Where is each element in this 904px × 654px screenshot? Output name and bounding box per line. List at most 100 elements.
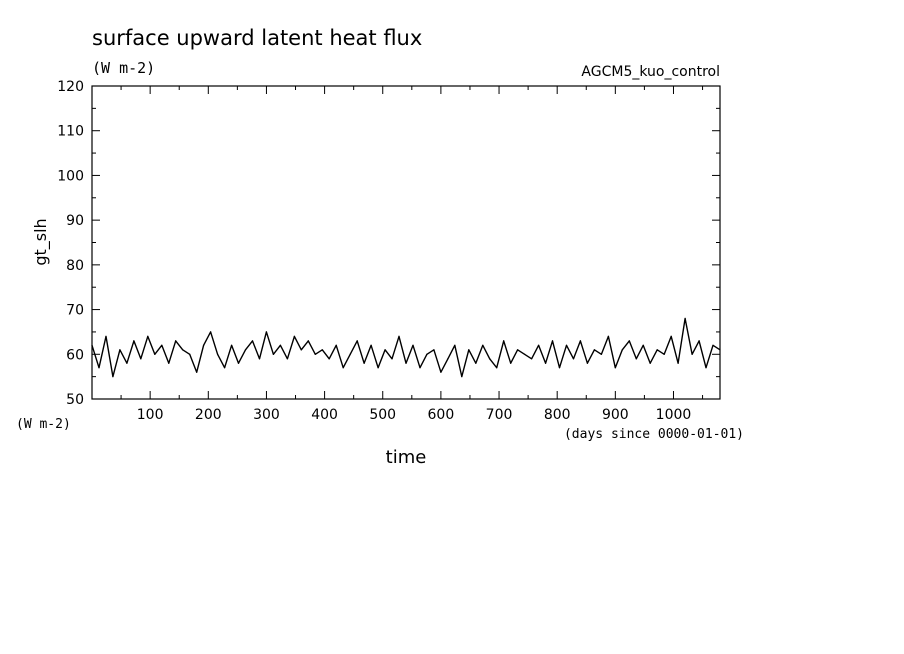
data-point — [91, 344, 93, 346]
data-point — [642, 344, 644, 346]
y-axis-label: gt_slh — [31, 218, 51, 265]
data-point — [356, 340, 358, 342]
chart-title: surface upward latent heat flux — [92, 26, 422, 50]
data-point — [691, 353, 693, 355]
data-point — [433, 349, 435, 351]
data-point — [342, 367, 344, 369]
data-point — [251, 340, 254, 342]
data-point — [517, 349, 519, 351]
data-point — [286, 358, 288, 360]
data-point — [572, 358, 575, 360]
y-tick-label: 80 — [66, 258, 84, 274]
data-point — [426, 353, 428, 355]
data-point — [126, 362, 128, 364]
data-point — [182, 349, 184, 351]
data-point — [105, 335, 107, 337]
data-point — [482, 344, 484, 346]
y-tick-label: 70 — [66, 303, 84, 319]
data-point — [544, 362, 547, 364]
data-point — [712, 344, 714, 346]
data-point — [440, 371, 442, 373]
data-point — [607, 335, 609, 337]
data-point — [579, 340, 582, 342]
data-point — [419, 367, 421, 369]
x-tick-label: 200 — [195, 407, 222, 423]
data-point — [272, 353, 275, 355]
data-point — [189, 353, 191, 355]
data-point — [628, 340, 630, 342]
data-point — [175, 340, 177, 342]
data-point — [600, 353, 602, 355]
y-tick-label: 100 — [57, 168, 84, 184]
data-point — [719, 349, 721, 351]
data-point — [663, 353, 665, 355]
data-point — [203, 344, 205, 346]
y-tick-label: 60 — [66, 347, 84, 363]
data-point — [510, 362, 512, 364]
data-point — [349, 353, 351, 355]
data-point — [558, 367, 561, 369]
x-tick-label: 300 — [253, 407, 280, 423]
chart-subtitle: (W m-2) — [92, 59, 155, 77]
data-point — [489, 358, 491, 360]
data-point — [614, 367, 616, 369]
data-point — [168, 362, 170, 364]
y-tick-label: 90 — [66, 213, 84, 229]
y-tick-label: 120 — [57, 79, 84, 95]
data-point — [265, 331, 268, 333]
data-point — [328, 358, 330, 360]
x-tick-label: 100 — [137, 407, 164, 423]
data-point — [677, 362, 679, 364]
x-tick-label: 1000 — [656, 407, 692, 423]
data-point — [244, 349, 247, 351]
data-point — [670, 335, 672, 337]
data-point — [258, 358, 261, 360]
y-axis-unit: (W m-2) — [16, 417, 71, 432]
data-point — [586, 362, 589, 364]
data-point — [140, 358, 142, 360]
y-tick-label: 50 — [66, 392, 84, 408]
data-point — [335, 344, 337, 346]
series-line — [91, 317, 721, 378]
data-point — [524, 353, 526, 355]
data-point — [398, 335, 400, 337]
data-point — [384, 349, 386, 351]
x-axis-label: time — [386, 447, 427, 468]
y-axis-ticks: 50 60 70 80 90 100 110 120 — [57, 79, 720, 408]
data-point — [565, 344, 568, 346]
data-point — [454, 344, 456, 346]
data-point — [98, 367, 100, 369]
series-group — [91, 317, 721, 378]
y-tick-label: 110 — [57, 124, 84, 140]
data-point — [649, 362, 651, 364]
data-point — [370, 344, 372, 346]
data-point — [705, 367, 707, 369]
data-point — [154, 353, 156, 355]
data-point — [133, 340, 135, 342]
data-point — [503, 340, 505, 342]
data-point — [377, 367, 379, 369]
data-point — [391, 358, 393, 360]
data-point — [161, 344, 163, 346]
data-point — [363, 362, 365, 364]
data-point — [119, 349, 121, 351]
data-point — [537, 344, 540, 346]
data-point — [112, 376, 114, 378]
data-point — [230, 344, 233, 346]
x-tick-label: 500 — [369, 407, 396, 423]
data-point — [307, 340, 309, 342]
x-tick-label: 900 — [602, 407, 629, 423]
x-tick-label: 700 — [486, 407, 513, 423]
x-axis-ticks: 100 200 300 400 500 600 700 800 900 1000 — [120, 86, 704, 423]
data-point — [314, 353, 316, 355]
data-point — [223, 367, 226, 369]
experiment-label: AGCM5_kuo_control — [581, 64, 720, 80]
data-point — [684, 317, 686, 320]
x-axis-unit: (days since 0000-01-01) — [564, 427, 744, 442]
data-point — [147, 335, 149, 337]
data-point — [447, 358, 449, 360]
data-point — [210, 331, 212, 333]
data-point — [321, 349, 323, 351]
data-point — [621, 349, 623, 351]
